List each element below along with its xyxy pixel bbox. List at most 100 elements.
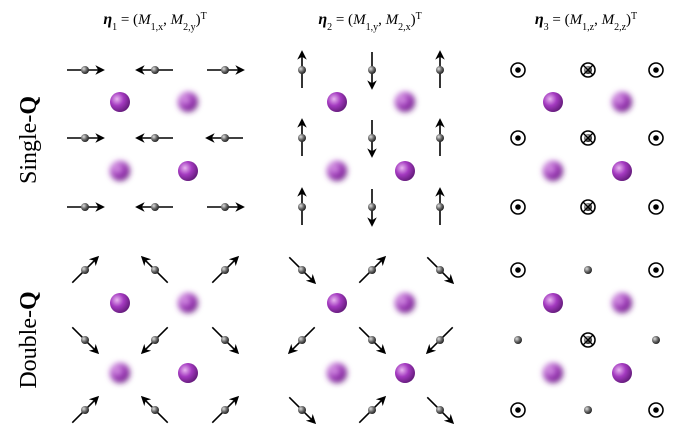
spin-ball <box>151 66 159 74</box>
atom <box>612 363 632 383</box>
spin-ball <box>368 266 376 274</box>
atom <box>110 92 130 112</box>
header-segment: 2,z <box>614 22 627 33</box>
spin-ball <box>221 203 229 211</box>
row-label: Single-Q <box>16 96 42 184</box>
spin-ball <box>368 336 376 344</box>
spin-ball <box>298 134 306 142</box>
lattice-panel <box>71 255 240 424</box>
header-segment: 2 <box>327 22 332 33</box>
header-segment: M <box>137 12 152 28</box>
row-label-segment: Q <box>16 291 42 310</box>
header-segment: 2,x <box>398 22 411 33</box>
spin-ball <box>436 134 444 142</box>
header-segment: 1,z <box>582 22 595 33</box>
spin-ball <box>81 266 89 274</box>
atom <box>543 92 563 112</box>
atom <box>178 161 198 181</box>
spin-ball <box>368 203 376 211</box>
spin-dot <box>515 67 521 73</box>
atom <box>178 363 198 383</box>
header-segment: M <box>385 12 400 28</box>
column-header: η2 = (M1,y, M2,x)T <box>318 11 421 33</box>
spin-ball <box>81 336 89 344</box>
lattice-panel <box>67 65 245 212</box>
spin-dot <box>653 135 659 141</box>
column-header: η3 = (M1,z, M2,z)T <box>535 11 637 33</box>
header-segment: , <box>163 12 171 28</box>
spin-ball <box>436 336 444 344</box>
spin-ball <box>298 406 306 414</box>
atom <box>110 363 130 383</box>
spin-ball <box>151 266 159 274</box>
atom <box>327 363 347 383</box>
atom <box>178 92 198 112</box>
row-label-segment: Double- <box>16 310 42 389</box>
atom <box>612 161 632 181</box>
spin-dot <box>653 267 659 273</box>
spin-dot <box>515 135 521 141</box>
spin-ball <box>81 134 89 142</box>
spin-cross <box>582 334 594 346</box>
row-label: Double-Q <box>16 291 42 388</box>
spin-ball <box>436 203 444 211</box>
spin-ball <box>436 266 444 274</box>
spin-ball <box>368 66 376 74</box>
spin-ball <box>221 336 229 344</box>
spin-ball <box>151 336 159 344</box>
lattice-panel <box>297 50 445 227</box>
spin-dot <box>515 204 521 210</box>
atom <box>327 293 347 313</box>
atom <box>110 293 130 313</box>
spin-ball <box>368 406 376 414</box>
spin-ball <box>298 266 306 274</box>
spin-ball <box>81 66 89 74</box>
spin-ball <box>221 266 229 274</box>
spin-dot <box>515 407 521 413</box>
header-segment: M <box>170 12 185 28</box>
spin-ball <box>81 406 89 414</box>
column-header: η1 = (M1,x, M2,y)T <box>103 11 206 33</box>
spin-ball <box>151 134 159 142</box>
spin-ball <box>81 203 89 211</box>
spin-dot <box>653 67 659 73</box>
spin-ball <box>221 134 229 142</box>
header-segment: ) <box>196 12 201 28</box>
header-segment: 3 <box>544 22 549 33</box>
spin-ball <box>221 406 229 414</box>
atom <box>612 293 632 313</box>
spin-cross <box>582 132 594 144</box>
header-segment: T <box>201 11 207 22</box>
atom <box>543 293 563 313</box>
atom <box>178 293 198 313</box>
header-segment: 1 <box>112 22 117 33</box>
spin-ball <box>514 336 522 344</box>
header-segment: , <box>378 12 386 28</box>
header-segment: η <box>103 11 112 28</box>
header-segment: = ( <box>117 12 138 28</box>
spin-ball <box>436 66 444 74</box>
header-segment: 1,x <box>151 22 164 33</box>
header-segment: T <box>416 11 422 22</box>
spin-cross <box>582 201 594 213</box>
atom <box>395 293 415 313</box>
spin-dot <box>653 407 659 413</box>
spin-dot <box>653 204 659 210</box>
spin-ball <box>368 134 376 142</box>
lattice-panel <box>510 62 664 215</box>
spin-ball <box>652 336 660 344</box>
header-segment: η <box>535 11 544 28</box>
row-label-segment: Single- <box>16 115 42 184</box>
atom <box>612 92 632 112</box>
header-segment: M <box>601 12 616 28</box>
spin-ball <box>298 336 306 344</box>
atom <box>110 161 130 181</box>
atom <box>395 363 415 383</box>
header-segment: ) <box>411 12 416 28</box>
spin-ball <box>298 203 306 211</box>
lattice-panel <box>510 262 664 418</box>
lattice-panel <box>287 255 455 424</box>
header-segment: M <box>352 12 367 28</box>
row-label-segment: Q <box>16 96 42 115</box>
